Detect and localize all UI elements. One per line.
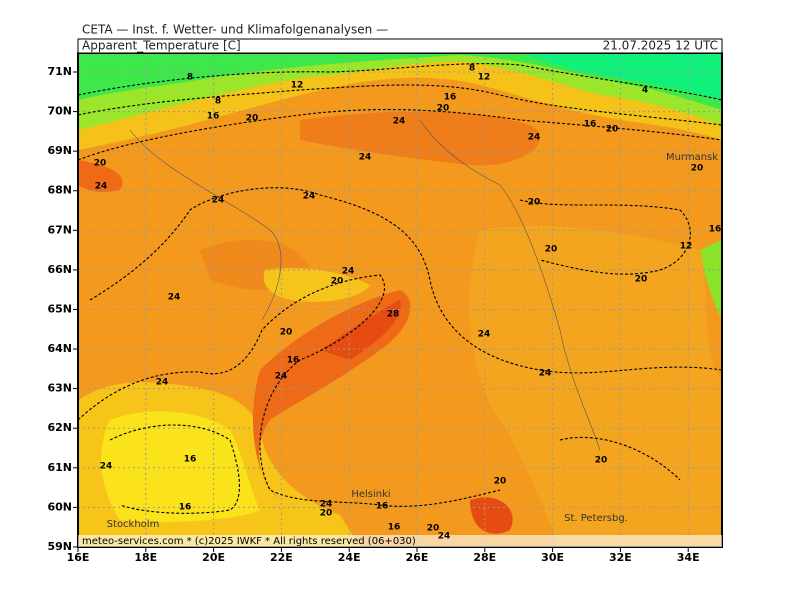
contour-label: 24 bbox=[95, 182, 108, 192]
place-name: Murmansk bbox=[666, 152, 718, 163]
contour-label: 24 bbox=[539, 369, 552, 379]
lon-label: 24E bbox=[338, 551, 361, 564]
contour-label: 16 bbox=[388, 523, 401, 533]
lon-label: 30E bbox=[541, 551, 564, 564]
place-name: Stockholm bbox=[107, 519, 160, 530]
contour-label: 24 bbox=[275, 372, 288, 382]
lat-label: 61N bbox=[47, 461, 72, 474]
border bbox=[419, 119, 601, 451]
contour-label: 16 bbox=[584, 120, 597, 130]
lat-label: 64N bbox=[47, 342, 72, 355]
contour-label: 24 bbox=[478, 330, 491, 340]
contour-label: 24 bbox=[528, 133, 541, 143]
lat-label: 65N bbox=[47, 302, 72, 315]
contour-label: 8 bbox=[187, 73, 193, 83]
lon-label: 28E bbox=[473, 551, 496, 564]
contour-label: 20 bbox=[494, 477, 507, 487]
contour-label: 4 bbox=[642, 86, 648, 96]
contour-label: 28 bbox=[387, 310, 400, 320]
contour-label: 24 bbox=[156, 378, 169, 388]
contour bbox=[109, 424, 241, 514]
contour-label: 20 bbox=[691, 164, 704, 174]
lon-label: 22E bbox=[270, 551, 293, 564]
contour-lines bbox=[78, 63, 722, 514]
contour-label: 12 bbox=[291, 81, 304, 91]
lat-label: 68N bbox=[47, 184, 72, 197]
contour bbox=[78, 274, 501, 507]
contour-label: 24 bbox=[303, 192, 316, 202]
place-name: St. Petersbg. bbox=[564, 513, 628, 524]
contour-label: 20 bbox=[320, 509, 333, 519]
contour-label: 16 bbox=[444, 93, 457, 103]
contour-label: 24 bbox=[100, 462, 113, 472]
title-box bbox=[77, 38, 723, 54]
contour-label: 20 bbox=[331, 277, 344, 287]
contour-label: 16 bbox=[287, 356, 300, 366]
lat-label: 60N bbox=[47, 500, 72, 513]
place-name: Helsinki bbox=[351, 489, 390, 500]
contour-label: 20 bbox=[595, 456, 608, 466]
valid-time: 21.07.2025 12 UTC bbox=[603, 39, 718, 53]
contour-label: 20 bbox=[635, 275, 648, 285]
lat-label: 69N bbox=[47, 144, 72, 157]
lon-label: 20E bbox=[202, 551, 225, 564]
contour-label: 24 bbox=[168, 293, 181, 303]
lat-label: 71N bbox=[47, 65, 72, 78]
contour bbox=[78, 109, 722, 161]
contour bbox=[559, 436, 681, 481]
contour bbox=[78, 63, 722, 101]
lat-label: 70N bbox=[47, 105, 72, 118]
contour-label: 20 bbox=[606, 125, 619, 135]
contour-label: 12 bbox=[478, 73, 491, 83]
contour bbox=[78, 84, 722, 126]
contour-label: 16 bbox=[184, 455, 197, 465]
lon-label: 26E bbox=[406, 551, 429, 564]
contour-label: 16 bbox=[207, 112, 220, 122]
contour-label: 20 bbox=[437, 104, 450, 114]
lat-label: 63N bbox=[47, 382, 72, 395]
variable: Apparent_Temperature [C] bbox=[82, 39, 241, 53]
contour-label: 20 bbox=[528, 198, 541, 208]
footer: meteo-services.com * (c)2025 IWKF * All … bbox=[82, 536, 416, 547]
contour-label: 20 bbox=[280, 328, 293, 338]
lat-label: 66N bbox=[47, 263, 72, 276]
contour-label: 24 bbox=[393, 117, 406, 127]
institute: CETA — Inst. f. Wetter- und Klimafolgena… bbox=[82, 23, 388, 37]
contour-label: 8 bbox=[215, 97, 221, 107]
contour-label: 16 bbox=[179, 503, 192, 513]
border bbox=[129, 129, 282, 321]
contour-label: 24 bbox=[342, 267, 355, 277]
lat-label: 59N bbox=[47, 540, 72, 553]
contour-label: 20 bbox=[545, 245, 558, 255]
contour-label: 20 bbox=[94, 159, 107, 169]
lon-label: 32E bbox=[609, 551, 632, 564]
contour-label: 20 bbox=[246, 114, 259, 124]
lat-label: 62N bbox=[47, 421, 72, 434]
contour-label: 16 bbox=[709, 225, 722, 235]
contour-label: 24 bbox=[320, 500, 333, 510]
lon-label: 34E bbox=[677, 551, 700, 564]
lon-label: 18E bbox=[134, 551, 157, 564]
lon-label: 16E bbox=[67, 551, 90, 564]
contour-label: 8 bbox=[469, 64, 475, 74]
lat-label: 67N bbox=[47, 223, 72, 236]
contour-label: 24 bbox=[359, 153, 372, 163]
contour-label: 24 bbox=[438, 532, 451, 542]
contour-label: 20 bbox=[427, 524, 440, 534]
borders bbox=[129, 119, 601, 451]
contour-label: 24 bbox=[212, 196, 225, 206]
contour-label: 16 bbox=[376, 502, 389, 512]
contour-label: 12 bbox=[680, 242, 693, 252]
graticule bbox=[78, 53, 722, 547]
field bbox=[78, 53, 722, 547]
contour bbox=[89, 187, 722, 374]
footer-band bbox=[78, 535, 722, 547]
